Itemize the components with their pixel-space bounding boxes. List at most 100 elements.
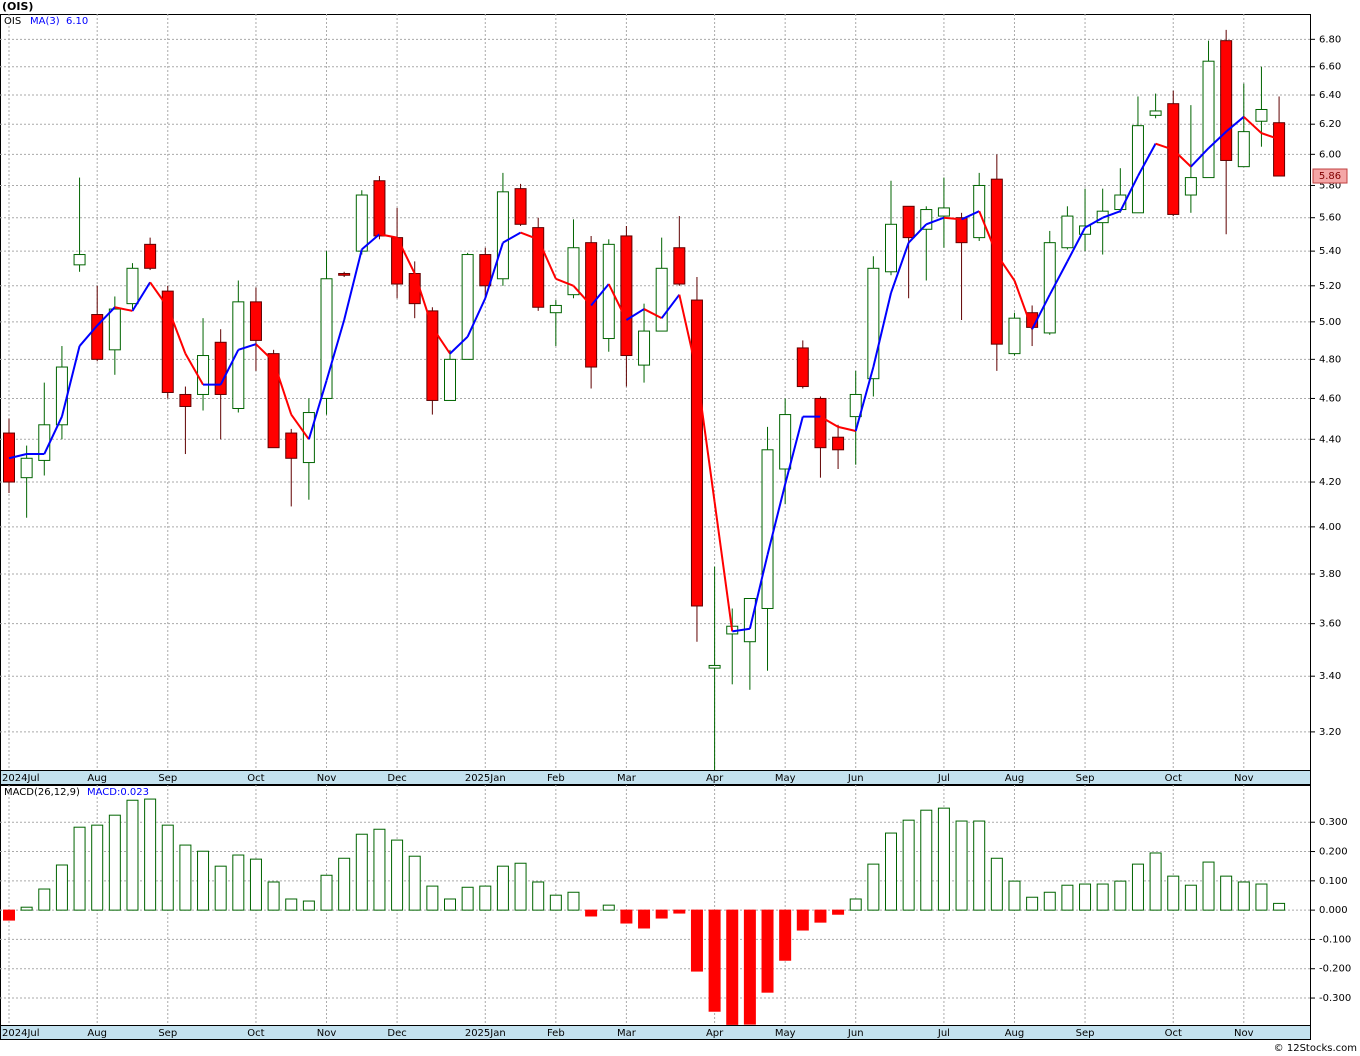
- macd-bar: [267, 881, 280, 911]
- x-tick-label: Oct: [1165, 773, 1182, 784]
- macd-bar: [197, 850, 210, 911]
- ma-segment: [890, 242, 910, 294]
- candle-body: [126, 267, 139, 305]
- macd-bar: [796, 909, 809, 931]
- y-tick-label: 6.20: [1319, 119, 1341, 130]
- ma-segment: [114, 306, 133, 312]
- x-tick-label: Sep: [1076, 1028, 1095, 1039]
- candle-body: [708, 664, 721, 669]
- macd-bar: [814, 909, 827, 923]
- ma-segment: [678, 294, 698, 374]
- macd-bar: [461, 886, 474, 911]
- legend-ma-value: 6.10: [66, 16, 88, 27]
- x-tick-label: Mar: [617, 773, 637, 784]
- macd-bar: [673, 909, 686, 914]
- ma-segment: [837, 425, 856, 432]
- ma-segment: [396, 237, 416, 274]
- y-tick-label: 3.60: [1319, 619, 1341, 630]
- candle-body: [814, 397, 827, 449]
- y-tick-label: 5.80: [1319, 180, 1341, 191]
- macd-bar: [479, 885, 492, 911]
- x-tick-label: Feb: [547, 773, 565, 784]
- y-tick-label: 6.80: [1319, 34, 1341, 45]
- macd-bar: [549, 894, 562, 911]
- candle-body: [567, 247, 580, 296]
- ma-segment: [379, 233, 398, 239]
- ma-segment: [1119, 175, 1139, 212]
- ma-segment: [484, 242, 504, 299]
- y-tick-label: 5.00: [1319, 317, 1341, 328]
- ma-segment: [290, 413, 310, 440]
- y-tick-label: 6.00: [1319, 149, 1341, 160]
- macd-bar: [532, 881, 545, 911]
- candle-body: [743, 597, 756, 643]
- macd-bar: [1255, 883, 1268, 911]
- candle-body: [920, 209, 933, 230]
- candle-body: [867, 267, 880, 380]
- macd-bar: [567, 891, 580, 911]
- ma-segment: [255, 343, 275, 362]
- ma-segment: [766, 483, 787, 556]
- candle-body: [232, 301, 245, 409]
- macd-bar: [1079, 883, 1092, 911]
- x-tick-label: Jul: [937, 773, 950, 784]
- ma-segment: [431, 326, 451, 355]
- macd-bar: [973, 820, 986, 911]
- last-price-box: [1312, 168, 1348, 184]
- ma-segment: [872, 292, 892, 368]
- candle-body: [902, 205, 915, 239]
- ma-segment: [1172, 149, 1192, 168]
- y-tick-label: 0.000: [1319, 905, 1348, 916]
- ma-segment: [43, 416, 63, 455]
- ma-segment: [361, 233, 381, 251]
- ma-segment: [572, 285, 592, 307]
- y-tick-label: 4.00: [1319, 522, 1341, 533]
- candle-body: [796, 347, 809, 388]
- macd-bar: [1008, 880, 1021, 911]
- candle-body: [197, 355, 210, 395]
- ma-segment: [60, 345, 81, 417]
- ma-segment: [732, 627, 751, 633]
- candle-body: [549, 304, 562, 314]
- ma-segment: [537, 238, 557, 280]
- ma-segment: [784, 416, 804, 485]
- ma-segment: [1013, 280, 1034, 330]
- macd-value: MACD:0.023: [87, 787, 149, 798]
- ma-segment: [1155, 142, 1174, 151]
- macd-bar: [91, 824, 104, 911]
- macd-bar: [38, 888, 51, 911]
- y-tick-label: 5.20: [1319, 281, 1341, 292]
- x-tick-label: Nov: [1234, 773, 1254, 784]
- ma-segment: [961, 210, 980, 221]
- candle-body: [620, 235, 633, 357]
- candle-body: [214, 341, 227, 395]
- x-tick-label: Aug: [87, 1028, 107, 1039]
- ma-segment: [854, 366, 875, 432]
- y-tick-label: 6.40: [1319, 90, 1341, 101]
- chart-title: (OIS): [2, 0, 33, 13]
- macd-bar: [990, 857, 1003, 911]
- ma-segment: [907, 223, 928, 244]
- ma-segment: [1137, 143, 1157, 177]
- footer: © 12Stocks.com: [1274, 1043, 1357, 1054]
- x-tick-label: Aug: [1005, 773, 1025, 784]
- macd-panel: [0, 785, 1311, 1026]
- ma-segment: [272, 360, 293, 415]
- macd-bar: [920, 809, 933, 911]
- candle-body: [1043, 242, 1056, 334]
- macd-bar: [179, 844, 192, 911]
- macd-bar: [55, 864, 68, 911]
- candle-body: [91, 314, 104, 360]
- macd-bar: [126, 799, 139, 911]
- y-tick-label: 0.200: [1319, 847, 1348, 858]
- ma-segment: [8, 453, 27, 460]
- ma-segment: [943, 216, 962, 221]
- x-tick-label: Oct: [247, 1028, 264, 1039]
- macd-bar: [514, 862, 527, 911]
- price-panel: [0, 14, 1311, 771]
- y-tick-label: 4.20: [1319, 477, 1341, 488]
- ma-segment: [1261, 132, 1280, 141]
- candle-body: [849, 393, 862, 418]
- x-tick-label: Oct: [1165, 1028, 1182, 1039]
- candle-body: [761, 449, 774, 609]
